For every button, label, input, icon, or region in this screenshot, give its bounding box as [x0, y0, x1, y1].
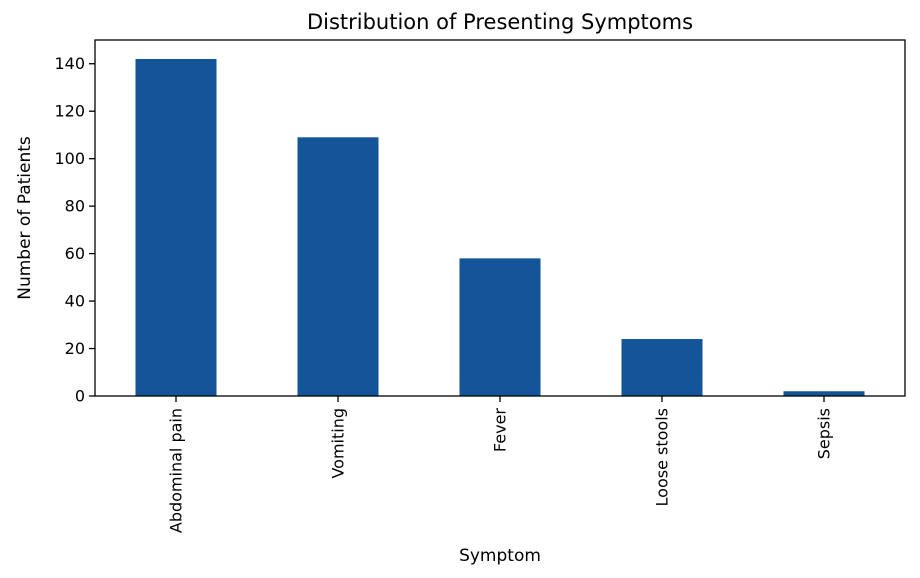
- plot-frame: [94, 39, 906, 397]
- y-tick-label: 60: [65, 244, 85, 263]
- bar-vomiting: [297, 137, 379, 396]
- y-axis-ticks: 0 20 40 60 80 100 120 140: [54, 54, 95, 406]
- x-axis-label: Symptom: [459, 546, 541, 566]
- y-tick-label: 120: [54, 102, 85, 121]
- y-tick-label: 100: [54, 149, 85, 168]
- y-axis-label: Number of Patients: [15, 136, 35, 300]
- x-axis-ticks: Abdominal pain Vomiting Fever Loose stools S…: [167, 396, 834, 533]
- bars-group: [135, 58, 865, 397]
- bar-abdominal-pain: [135, 58, 217, 397]
- bar-loose-stools: [621, 339, 703, 396]
- y-tick-label: 140: [54, 54, 85, 73]
- x-tick-label: Fever: [491, 408, 510, 452]
- x-tick-label: Abdominal pain: [167, 408, 186, 533]
- x-tick-label: Sepsis: [815, 408, 834, 459]
- bar-fever: [459, 258, 541, 396]
- chart-title: Distribution of Presenting Symptoms: [307, 10, 693, 34]
- x-tick-label: Vomiting: [329, 408, 348, 479]
- y-tick-label: 80: [65, 197, 85, 216]
- x-tick-label: Loose stools: [653, 408, 672, 506]
- y-tick-label: 40: [65, 292, 85, 311]
- y-tick-label: 0: [75, 387, 85, 406]
- y-tick-label: 20: [65, 339, 85, 358]
- bar-sepsis: [783, 391, 865, 396]
